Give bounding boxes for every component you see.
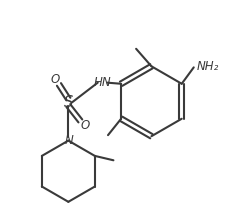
Text: NH₂: NH₂ xyxy=(197,60,219,73)
Text: HN: HN xyxy=(94,76,111,89)
Text: S: S xyxy=(64,95,73,110)
Text: N: N xyxy=(65,134,74,147)
Text: O: O xyxy=(80,119,89,132)
Text: O: O xyxy=(51,73,60,86)
